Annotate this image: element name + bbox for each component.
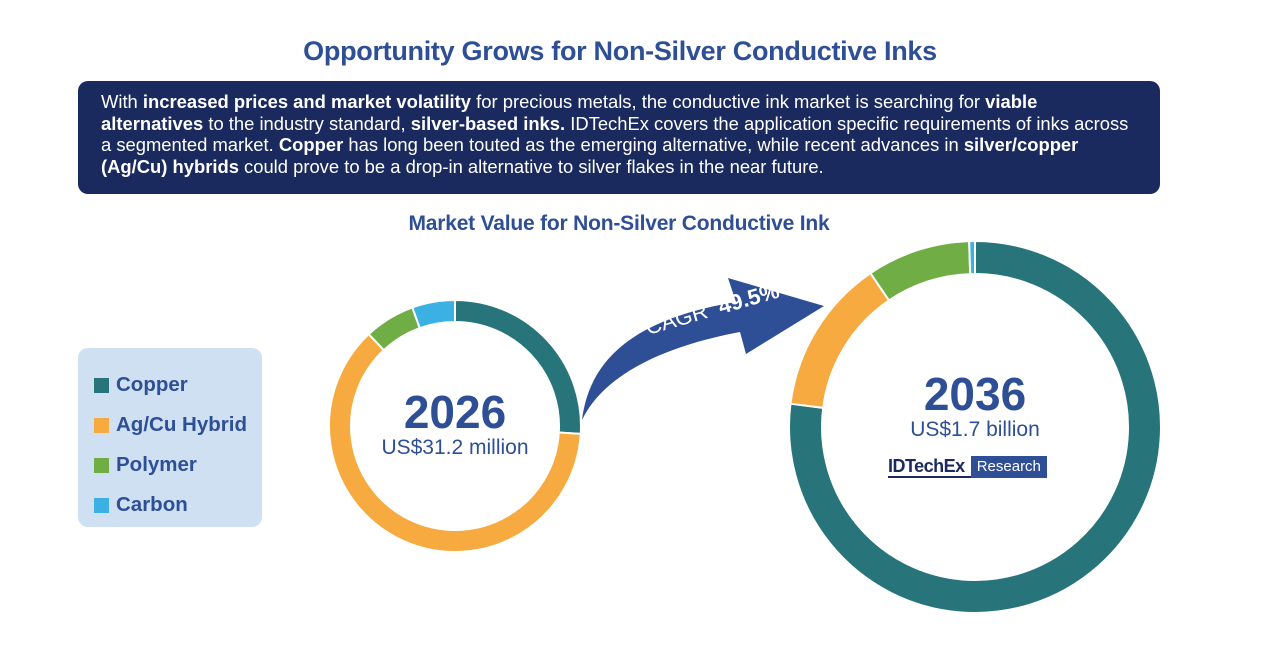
intro-segment: for precious metals, the conductive ink … <box>471 91 986 112</box>
intro-segment: silver/copper (Ag/Cu) hybrids <box>101 134 1079 177</box>
legend-item-copper: Copper <box>78 365 262 405</box>
legend-label-polymer: Polymer <box>116 453 197 476</box>
donut-2036-slice-copper <box>788 239 1162 614</box>
intro-segment: With <box>101 91 143 112</box>
legend-item-polymer: Polymer <box>78 445 262 485</box>
legend-label-agcu-hybrid: Ag/Cu Hybrid <box>116 413 247 436</box>
donut-2026-slice-ag-cu-hybrid <box>328 332 582 553</box>
logo-tag: Research <box>970 456 1047 478</box>
donut-2026-year: 2026 <box>404 386 506 438</box>
donut-2036-slice-polymer <box>869 240 972 302</box>
intro-segment: Copper <box>278 134 344 155</box>
donut-2026 <box>328 298 582 553</box>
legend-label-carbon: Carbon <box>116 493 188 516</box>
legend-swatch-agcu-hybrid <box>94 417 109 433</box>
donut-2036-slice-carbon <box>968 239 976 276</box>
donut-2036 <box>788 239 1162 614</box>
intro-panel: With increased prices and market volatil… <box>78 81 1160 194</box>
intro-segment: increased prices and market volatility <box>142 91 472 112</box>
logo-name: IDTechEx <box>888 456 971 478</box>
page-title: Opportunity Grows for Non-Silver Conduct… <box>303 36 937 66</box>
legend-item-carbon: Carbon <box>78 485 262 525</box>
donut-2026-slice-carbon <box>411 298 456 330</box>
intro-segment: IDTechEx covers the application specific… <box>101 112 1129 156</box>
intro-segment: silver-based inks. <box>410 112 566 134</box>
donut-2036-total: US$1.7 billion <box>910 418 1040 441</box>
legend-label-copper: Copper <box>116 373 188 396</box>
chart-title: Market Value for Non-Silver Conductive I… <box>408 212 830 235</box>
intro-segment: has long been touted as the emerging alt… <box>343 134 964 155</box>
donut-2036-year: 2036 <box>924 368 1026 420</box>
legend-swatch-carbon <box>94 497 109 513</box>
cagr-arrow <box>582 278 824 420</box>
donut-2036-slice-ag-cu-hybrid <box>789 271 891 409</box>
legend-swatch-polymer <box>94 457 109 473</box>
intro-segment: could prove to be a drop-in alternative … <box>238 155 824 177</box>
donut-2026-total: US$31.2 million <box>381 436 528 459</box>
intro-segment: to the industry standard, <box>203 112 411 134</box>
legend-item-agcu-hybrid: Ag/Cu Hybrid <box>78 405 262 445</box>
intro-segment: viable alternatives <box>101 91 1038 134</box>
chart-legend: Copper Ag/Cu Hybrid Polymer Carbon <box>78 348 262 527</box>
legend-swatch-copper <box>94 377 109 393</box>
idtechex-logo: IDTechEx Research <box>888 456 1047 478</box>
